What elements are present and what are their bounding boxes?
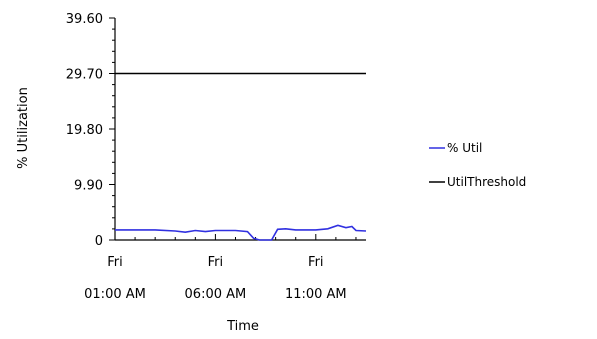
y-axis-title: % Utilization bbox=[16, 87, 31, 169]
y-tick-label: 0 bbox=[95, 234, 103, 249]
x-tick-time-label: 06:00 AM bbox=[185, 287, 247, 302]
series-layer bbox=[115, 72, 367, 241]
x-tick-time-label: 11:00 AM bbox=[285, 287, 347, 302]
chart-legend: % Util UtilThreshold bbox=[429, 141, 526, 189]
series-line-0 bbox=[115, 224, 367, 241]
x-axis-title: Time bbox=[226, 319, 259, 334]
legend-label: % Util bbox=[447, 141, 482, 155]
x-tick-day-label: Fri bbox=[107, 255, 123, 270]
x-tick-day-label: Fri bbox=[308, 255, 324, 270]
x-tick-labels: Fri 01:00 AM Fri 06:00 AM Fri 11:00 AM bbox=[84, 255, 347, 302]
legend-label: UtilThreshold bbox=[447, 175, 526, 189]
chart-axes bbox=[109, 17, 366, 241]
x-tick-day-label: Fri bbox=[208, 255, 224, 270]
y-tick-label: 29.70 bbox=[66, 68, 103, 83]
y-tick-label: 19.80 bbox=[66, 123, 103, 138]
y-tick-label: 39.60 bbox=[66, 12, 103, 27]
y-tick-label: 9.90 bbox=[74, 179, 103, 194]
y-tick-labels: 0 9.90 19.80 29.70 39.60 bbox=[66, 12, 103, 249]
x-tick-time-label: 01:00 AM bbox=[84, 287, 146, 302]
